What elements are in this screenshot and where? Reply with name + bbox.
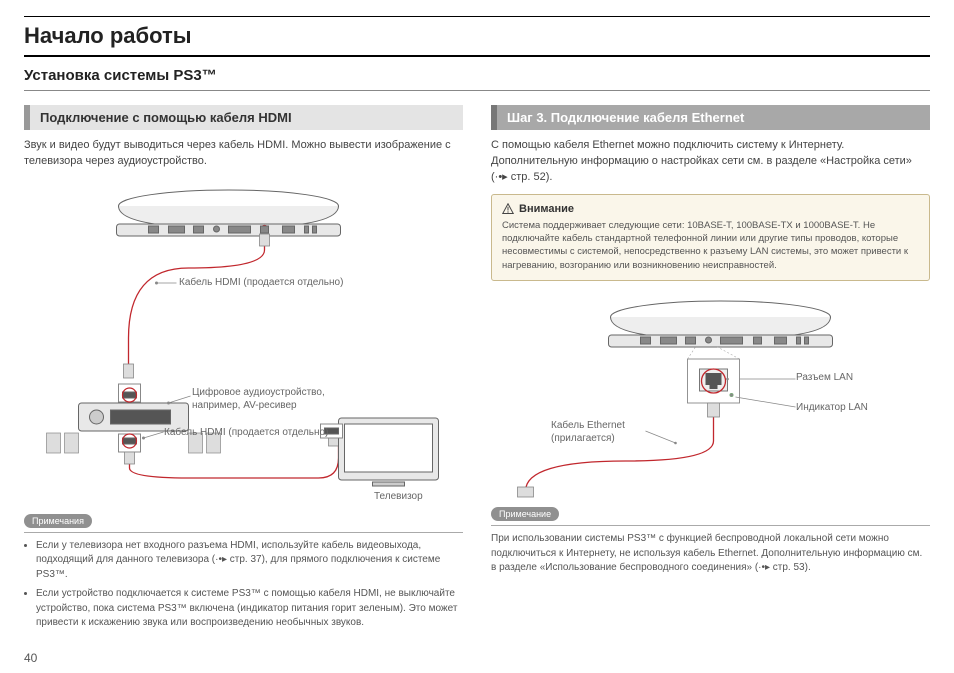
warning-title-text: Внимание [519, 203, 574, 215]
label-tv: Телевизор [374, 490, 423, 503]
ethernet-diagram: Разъем LAN Индикатор LAN Кабель Ethernet… [491, 291, 930, 501]
ethernet-intro: С помощью кабеля Ethernet можно подключи… [491, 138, 930, 186]
page-subtitle: Установка системы PS3™ [24, 67, 930, 91]
section-header-ethernet: Шаг 3. Подключение кабеля Ethernet [491, 105, 930, 130]
left-column: Подключение с помощью кабеля HDMI Звук и… [24, 105, 463, 636]
page-number: 40 [24, 651, 37, 665]
hdmi-diagram: Кабель HDMI (продается отдельно) Цифрово… [24, 178, 463, 508]
label-hdmi-cable-2: Кабель HDMI (продается отдельно) [164, 426, 328, 439]
section-header-hdmi: Подключение с помощью кабеля HDMI [24, 105, 463, 130]
warning-text: Система поддерживает следующие сети: 10B… [502, 219, 919, 272]
notes-list-left: Если у телевизора нет входного разъема H… [24, 539, 463, 631]
note-right: При использовании системы PS3™ с функцие… [491, 532, 930, 576]
label-eth-cable: Кабель Ethernet (прилагается) [551, 419, 651, 445]
hdmi-intro: Звук и видео будут выводиться через кабе… [24, 138, 463, 170]
label-lan-port: Разъем LAN [796, 371, 853, 384]
warning-icon [502, 203, 514, 215]
label-lan-indicator: Индикатор LAN [796, 401, 868, 414]
notes-badge-right: Примечание [491, 507, 559, 521]
label-audio-device: Цифровое аудиоустройство, например, AV-р… [192, 386, 362, 412]
note-item: Если устройство подключается к системе P… [36, 587, 463, 631]
page-title: Начало работы [24, 21, 930, 55]
note-item: Если у телевизора нет входного разъема H… [36, 539, 463, 583]
label-hdmi-cable-1: Кабель HDMI (продается отдельно) [179, 276, 343, 289]
warning-box: Внимание Система поддерживает следующие … [491, 194, 930, 281]
notes-badge-left: Примечания [24, 514, 92, 528]
right-column: Шаг 3. Подключение кабеля Ethernet С пом… [491, 105, 930, 636]
